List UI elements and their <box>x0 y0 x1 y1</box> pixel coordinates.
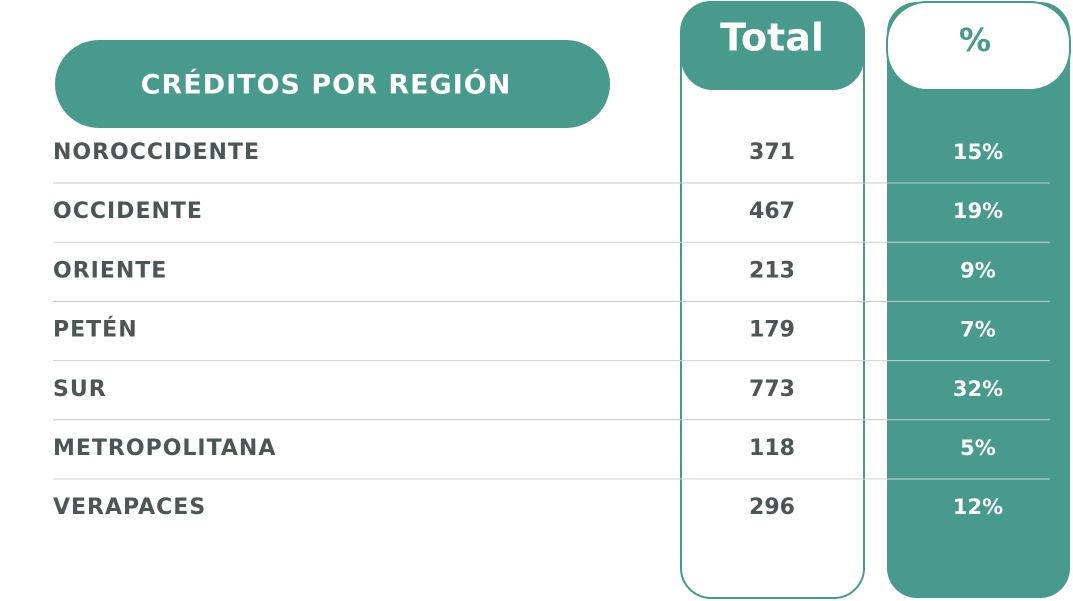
region-name: PETÉN <box>53 317 138 343</box>
region-name: VERAPACES <box>53 495 206 520</box>
percent-header: % <box>959 21 991 59</box>
rows: NOROCCIDENTE 371 15% OCCIDENTE 467 19% ORIENTE… <box>53 140 1050 520</box>
title-pill <box>55 40 610 128</box>
percent-value: 32% <box>953 377 1003 401</box>
total-header-bg <box>681 2 864 90</box>
total-header: Total <box>720 16 824 60</box>
percent-value: 7% <box>960 318 996 342</box>
total-value: 371 <box>749 140 795 165</box>
percent-value: 12% <box>953 495 1003 519</box>
total-value: 179 <box>749 318 795 343</box>
total-value: 296 <box>749 495 795 520</box>
percent-value: 9% <box>960 258 996 282</box>
region-name: NOROCCIDENTE <box>53 140 260 165</box>
percent-value: 19% <box>953 199 1003 223</box>
region-name: ORIENTE <box>53 258 167 283</box>
percent-column <box>887 2 1070 598</box>
percent-value: 15% <box>953 140 1003 164</box>
total-value: 467 <box>749 199 795 224</box>
region-name: SUR <box>53 377 107 402</box>
percent-header-bg <box>886 1 1071 91</box>
region-name: OCCIDENTE <box>53 199 203 224</box>
region-name: METROPOLITANA <box>53 436 276 461</box>
total-value: 213 <box>749 258 795 283</box>
total-value: 118 <box>749 436 795 461</box>
percent-value: 5% <box>960 436 996 460</box>
title: CRÉDITOS POR REGIÓN <box>141 69 512 101</box>
total-value: 773 <box>749 377 795 402</box>
